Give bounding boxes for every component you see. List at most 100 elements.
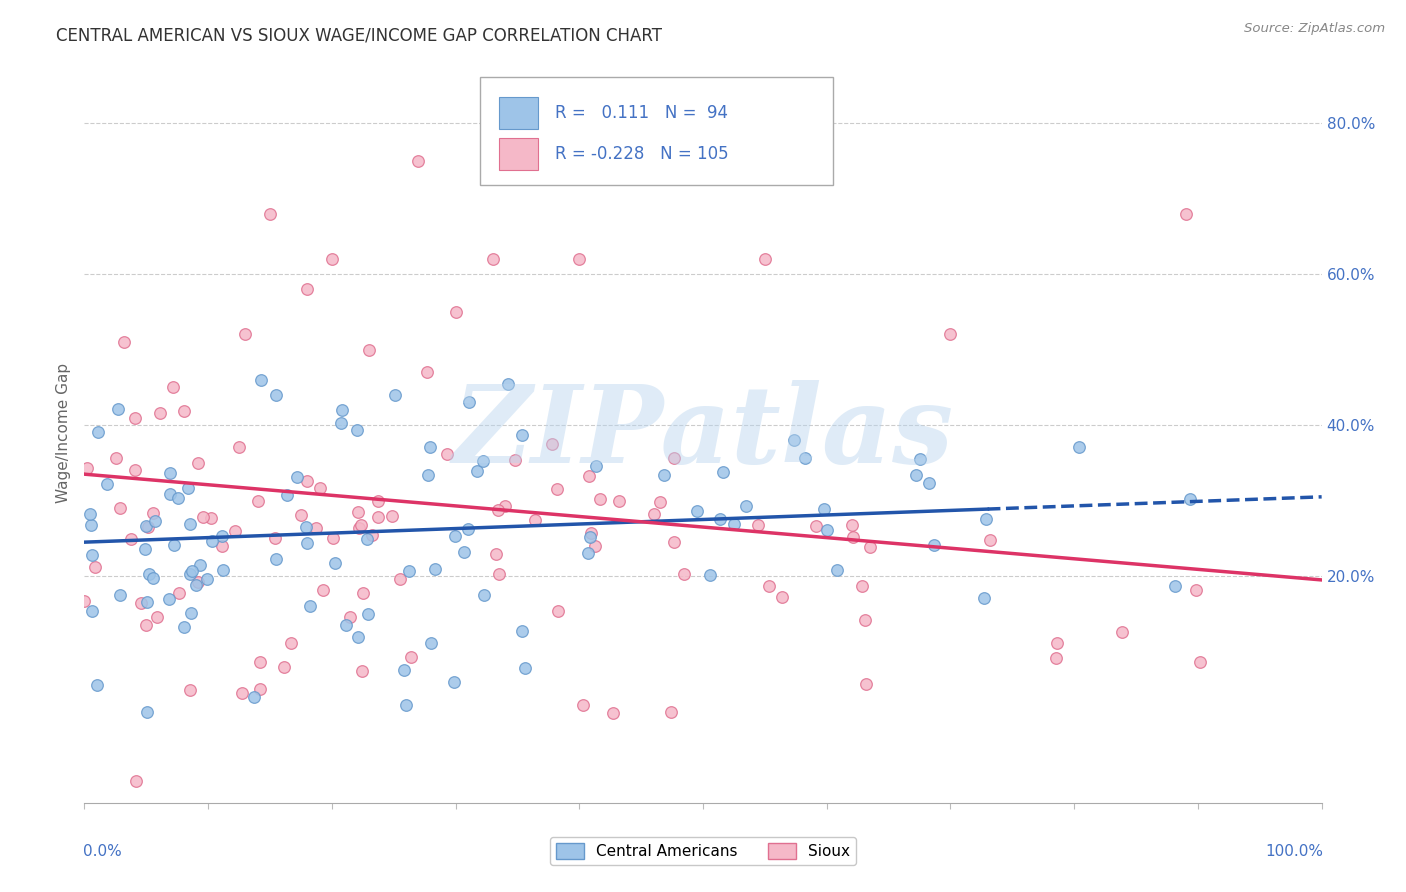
Point — [352, 586, 374, 600]
Point — [589, 491, 612, 506]
Text: ZIPatlas: ZIPatlas — [453, 380, 953, 485]
Point — [758, 579, 780, 593]
Point — [329, 416, 352, 430]
Point — [481, 252, 503, 266]
Point — [280, 636, 302, 650]
Point — [486, 503, 509, 517]
Point — [80, 517, 103, 532]
Point — [643, 508, 665, 522]
Point — [321, 252, 343, 266]
Point — [211, 529, 233, 543]
Point — [295, 282, 318, 296]
Point — [510, 427, 533, 442]
Point — [179, 682, 201, 697]
Point — [96, 476, 118, 491]
FancyBboxPatch shape — [499, 138, 538, 169]
Point — [211, 539, 233, 553]
Point — [135, 618, 157, 632]
Point — [360, 528, 382, 542]
Point — [309, 481, 332, 495]
Point — [350, 517, 373, 532]
Text: R = -0.228   N = 105: R = -0.228 N = 105 — [554, 145, 728, 162]
Point — [179, 517, 201, 532]
Text: 0.0%: 0.0% — [83, 844, 122, 858]
Point — [659, 705, 682, 719]
Point — [201, 533, 224, 548]
Point — [416, 365, 439, 379]
Point — [723, 517, 745, 532]
Point — [304, 521, 326, 535]
Point — [136, 520, 159, 534]
Point — [176, 481, 198, 495]
Point — [249, 656, 271, 670]
Point — [195, 572, 218, 586]
Point — [419, 440, 441, 454]
Point — [813, 502, 835, 516]
Point — [609, 494, 631, 508]
Point — [444, 529, 467, 543]
Point — [494, 500, 516, 514]
Point — [546, 483, 568, 497]
Point — [186, 577, 208, 591]
Point — [297, 474, 319, 488]
Point — [1180, 492, 1202, 507]
Text: CENTRAL AMERICAN VS SIOUX WAGE/INCOME GAP CORRELATION CHART: CENTRAL AMERICAN VS SIOUX WAGE/INCOME GA… — [56, 27, 662, 45]
Point — [973, 591, 995, 605]
Point — [859, 541, 882, 555]
Point — [541, 437, 564, 451]
Point — [352, 664, 374, 678]
Point — [76, 460, 98, 475]
Point — [711, 465, 734, 479]
Point — [124, 410, 146, 425]
FancyBboxPatch shape — [481, 78, 832, 185]
Point — [922, 538, 945, 552]
Point — [457, 522, 479, 536]
Point — [249, 682, 271, 697]
Point — [299, 599, 322, 614]
Point — [187, 457, 209, 471]
Point — [290, 508, 312, 522]
Point — [339, 610, 361, 624]
Point — [129, 596, 152, 610]
Point — [180, 564, 202, 578]
Point — [136, 595, 159, 609]
Point — [709, 512, 731, 526]
Point — [453, 545, 475, 559]
Point — [105, 451, 128, 466]
Point — [524, 513, 547, 527]
Point — [979, 533, 1001, 547]
Point — [231, 686, 253, 700]
Point — [510, 624, 533, 638]
Point — [357, 607, 380, 622]
Point — [770, 590, 793, 604]
Point — [465, 464, 488, 478]
Point — [112, 335, 135, 350]
Point — [163, 538, 186, 552]
Point — [145, 610, 167, 624]
Point — [323, 556, 346, 570]
Point — [138, 567, 160, 582]
Point — [794, 450, 817, 465]
Point — [735, 499, 758, 513]
Point — [817, 523, 839, 537]
Point — [179, 567, 201, 582]
Point — [443, 674, 465, 689]
Point — [228, 440, 250, 454]
Point — [578, 469, 600, 483]
Point — [191, 509, 214, 524]
Point — [662, 451, 685, 466]
Point — [568, 252, 591, 266]
Point — [295, 520, 318, 534]
Point — [276, 488, 298, 502]
Point — [389, 572, 412, 586]
Point — [654, 468, 676, 483]
Point — [471, 454, 494, 468]
Point — [804, 519, 827, 533]
Point — [335, 617, 357, 632]
Point — [685, 504, 707, 518]
Point — [187, 575, 209, 590]
Point — [142, 571, 165, 585]
Point — [747, 518, 769, 533]
Point — [125, 773, 148, 788]
Point — [124, 463, 146, 477]
